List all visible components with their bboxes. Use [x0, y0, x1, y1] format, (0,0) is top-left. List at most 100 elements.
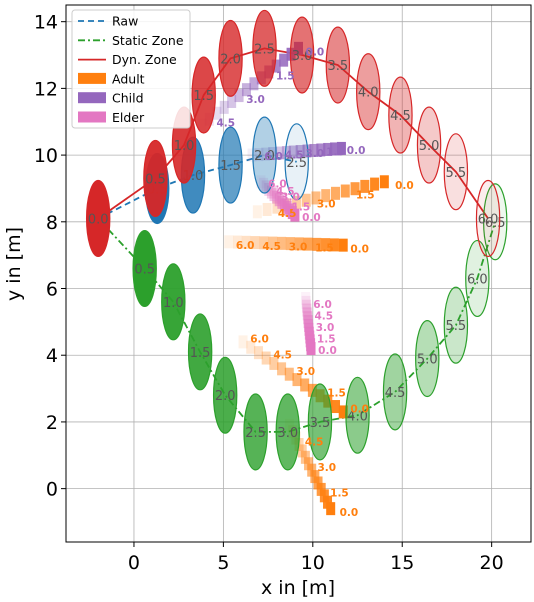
legend: Raw Static Zone Dyn. Zone Adult Child Elder	[71, 9, 191, 129]
x-tick-label: 10	[301, 552, 325, 574]
agent-time-label: 1.5	[317, 334, 336, 346]
agent-marker	[340, 184, 350, 198]
agent-marker	[261, 351, 271, 365]
agent-marker	[277, 362, 287, 376]
zone-ellipse	[443, 286, 469, 364]
agent-time-label: 6.0	[313, 299, 332, 311]
agent-marker	[321, 189, 331, 203]
agent-marker	[279, 53, 289, 67]
zone-ellipse	[212, 356, 238, 434]
agent-marker	[234, 89, 244, 103]
ellipse-time-label: 3.5	[310, 416, 331, 431]
agent-marker	[360, 179, 370, 193]
agent-marker	[302, 303, 312, 317]
agent-time-label: 4.5	[278, 208, 297, 220]
zone-ellipse	[275, 393, 300, 471]
agent-marker	[269, 356, 279, 370]
legend-patch-swatch	[78, 92, 106, 104]
ellipse-time-label: 2.5	[245, 426, 266, 441]
zone-ellipse	[252, 9, 277, 87]
ellipse-time-label: 2.0	[215, 389, 236, 404]
agent-time-label: 3.0	[317, 199, 336, 211]
zone-ellipse	[465, 239, 490, 318]
agent-marker	[238, 335, 248, 349]
y-tick-label: 12	[34, 78, 58, 100]
agent-time-label: 4.5	[285, 150, 304, 162]
y-axis-label: y in [m]	[3, 227, 25, 301]
agent-marker	[261, 147, 271, 161]
legend-label: Dyn. Zone	[112, 52, 177, 67]
agent-marker	[284, 367, 294, 381]
agent-marker	[311, 191, 321, 205]
zone-ellipse	[416, 106, 442, 184]
axes: 0 5 10 15 20 0 2 4 6 8 10 12 14	[34, 4, 532, 574]
zone-ellipse	[307, 383, 333, 461]
zone-ellipse	[325, 26, 351, 104]
agent-marker	[312, 237, 322, 251]
agent-marker	[246, 340, 256, 354]
zone-ellipse	[132, 229, 157, 308]
agent-marker	[294, 237, 304, 251]
agent-time-label: 1.5	[356, 189, 375, 201]
agent-marker	[219, 100, 229, 114]
agent-marker	[303, 311, 313, 325]
zone-ellipse	[191, 56, 216, 134]
x-tick-label: 0	[128, 552, 140, 574]
agent-marker	[301, 299, 311, 313]
agent-marker	[301, 295, 311, 309]
ellipse-time-label: 1.5	[190, 346, 211, 361]
agent-time-label: 4.5	[262, 241, 281, 253]
legend-label: Child	[112, 91, 144, 106]
agent-marker	[291, 196, 301, 210]
agent-time-label: 3.0	[306, 148, 325, 160]
ellipse-time-label: 6.0	[478, 212, 499, 227]
ellipse-time-label: 1.5	[220, 159, 241, 174]
agent-marker	[259, 177, 269, 191]
agent-time-label: 4.5	[305, 436, 324, 448]
agent-time-label: 3.0	[281, 191, 300, 203]
agent-marker	[300, 378, 310, 392]
y-tick-label: 2	[46, 412, 58, 434]
agent-marker	[247, 148, 257, 162]
agent-marker	[301, 193, 311, 207]
ellipse-time-label: 5.5	[446, 166, 467, 181]
ellipse-time-label: 2.5	[254, 42, 275, 57]
agent-time-label: 3.0	[316, 322, 335, 334]
agent-time-label: 6.0	[264, 151, 283, 163]
agent-marker	[227, 94, 237, 108]
agent-marker	[304, 457, 314, 471]
ellipse-time-label: 2.5	[286, 156, 307, 171]
zone-ellipse	[443, 133, 469, 211]
agent-marker	[262, 202, 272, 216]
ellipse-time-label: 5.0	[417, 353, 438, 368]
agent-marker	[256, 175, 266, 189]
ellipse-time-label: 6.0	[467, 273, 488, 288]
agent-marker	[249, 77, 259, 91]
agent-time-label: 1.5	[315, 242, 334, 254]
agent-time-label: 6.0	[268, 178, 287, 190]
agent-marker	[224, 235, 234, 249]
agent-time-label: 3.0	[296, 366, 315, 378]
ellipse-time-label: 0.5	[134, 262, 155, 277]
agent-marker	[350, 182, 360, 196]
agent-time-label: 0.0	[302, 212, 321, 224]
zone-ellipse	[289, 16, 315, 94]
agent-marker	[212, 106, 222, 120]
agent-time-label: 1.5	[327, 387, 346, 399]
agent-marker	[330, 142, 340, 156]
agent-marker	[271, 59, 281, 73]
agent-marker	[307, 383, 317, 397]
ellipse-time-label: 2.0	[254, 149, 275, 164]
agent-marker	[253, 346, 263, 360]
agent-marker	[272, 190, 282, 204]
ellipse-time-label: 0.0	[88, 212, 109, 227]
agent-marker	[233, 235, 243, 249]
agent-marker	[316, 143, 326, 157]
agent-time-label: 0.0	[350, 243, 369, 255]
ellipse-time-label: 2.0	[220, 52, 241, 67]
axes-frame	[65, 4, 532, 543]
agent-marker	[268, 236, 278, 250]
agent-marker	[338, 238, 348, 252]
agent-time-label: 0.0	[395, 180, 414, 192]
legend-label: Static Zone	[112, 33, 184, 48]
